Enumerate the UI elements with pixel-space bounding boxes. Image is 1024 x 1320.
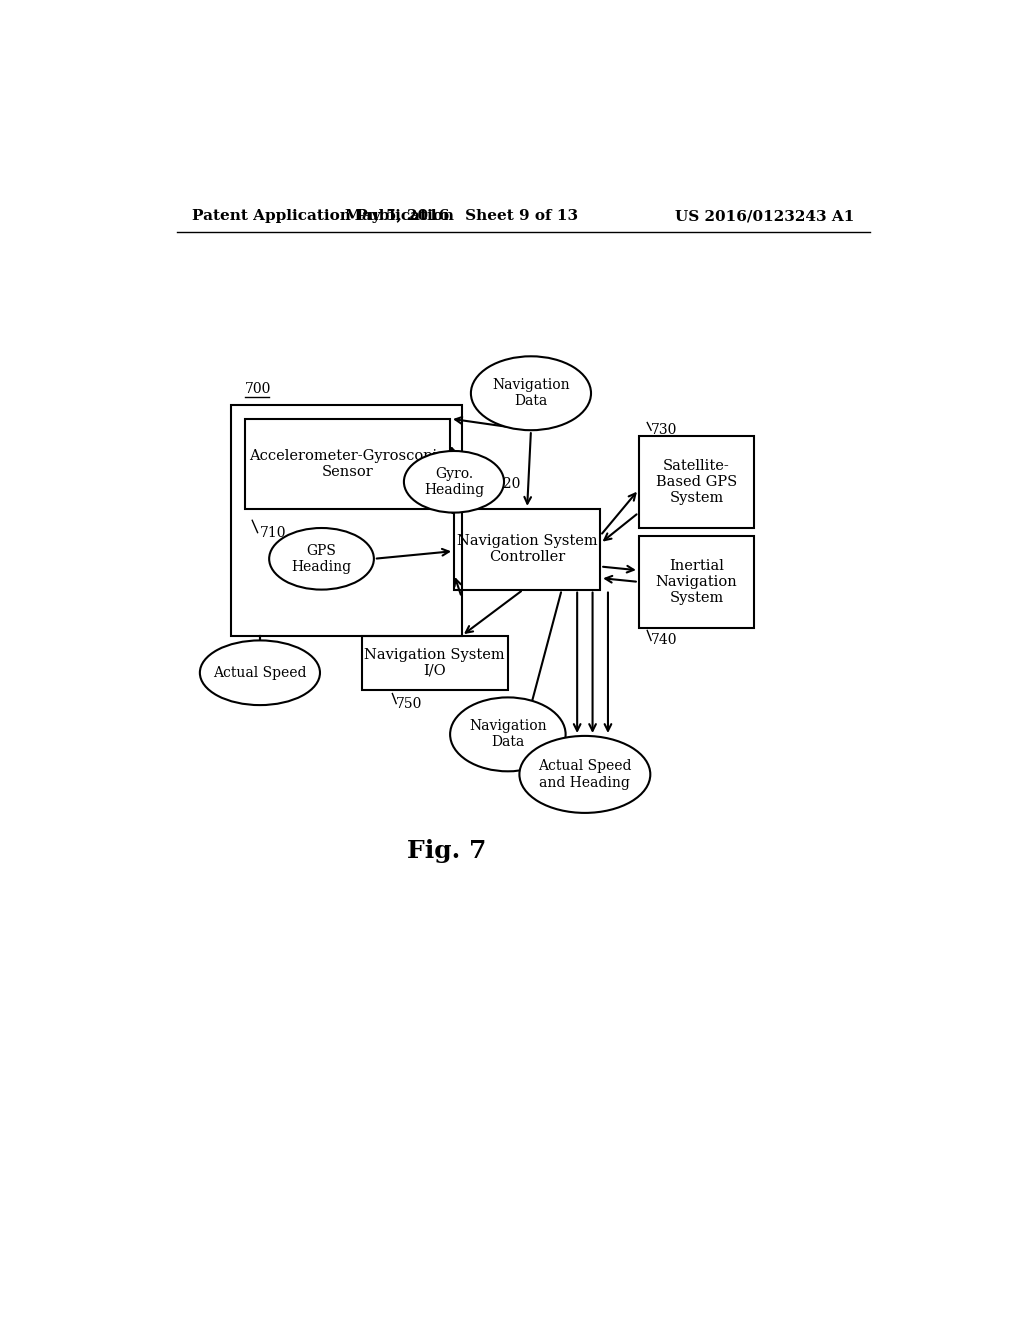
Bar xyxy=(454,508,600,590)
Ellipse shape xyxy=(519,737,650,813)
Text: 750: 750 xyxy=(396,697,423,710)
Bar xyxy=(230,405,462,636)
Text: May 5, 2016   Sheet 9 of 13: May 5, 2016 Sheet 9 of 13 xyxy=(345,209,579,223)
Ellipse shape xyxy=(403,451,504,512)
Text: Actual Speed: Actual Speed xyxy=(213,665,306,680)
Text: 710: 710 xyxy=(260,525,287,540)
Text: 740: 740 xyxy=(651,634,678,647)
Bar xyxy=(245,418,451,508)
Text: Fig. 7: Fig. 7 xyxy=(407,840,486,863)
Text: Gyro.
Heading: Gyro. Heading xyxy=(424,467,484,496)
Text: 720: 720 xyxy=(495,477,521,491)
Text: Satellite-
Based GPS
System: Satellite- Based GPS System xyxy=(656,458,737,506)
Text: 730: 730 xyxy=(651,424,678,437)
Bar xyxy=(639,436,755,528)
Ellipse shape xyxy=(471,356,591,430)
Bar xyxy=(361,636,508,689)
Text: 700: 700 xyxy=(245,381,271,396)
Ellipse shape xyxy=(200,640,319,705)
Ellipse shape xyxy=(451,697,565,771)
Text: GPS
Heading: GPS Heading xyxy=(292,544,351,574)
Bar xyxy=(639,536,755,628)
Text: Accelerometer-Gyroscopic
Sensor: Accelerometer-Gyroscopic Sensor xyxy=(249,449,445,479)
Text: Navigation System
Controller: Navigation System Controller xyxy=(457,535,597,564)
Text: Patent Application Publication: Patent Application Publication xyxy=(193,209,455,223)
Ellipse shape xyxy=(269,528,374,590)
Text: Navigation
Data: Navigation Data xyxy=(469,719,547,750)
Text: Navigation System
I/O: Navigation System I/O xyxy=(365,648,505,678)
Text: US 2016/0123243 A1: US 2016/0123243 A1 xyxy=(675,209,854,223)
Text: Navigation
Data: Navigation Data xyxy=(493,378,569,408)
Text: Inertial
Navigation
System: Inertial Navigation System xyxy=(655,558,737,605)
Text: Actual Speed
and Heading: Actual Speed and Heading xyxy=(538,759,632,789)
